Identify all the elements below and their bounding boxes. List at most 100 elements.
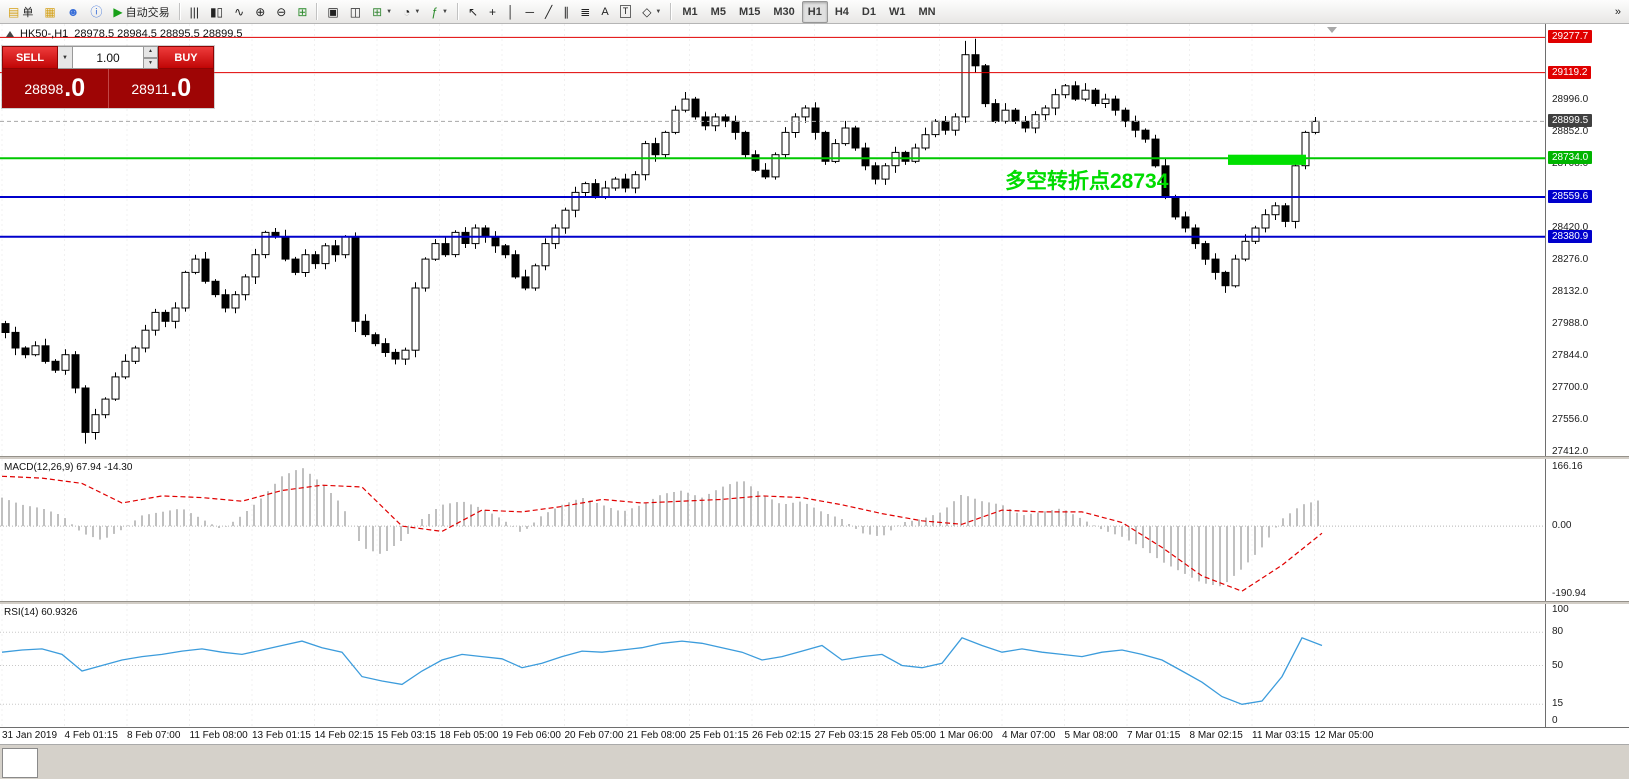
- caret-down-icon: ▼: [655, 8, 662, 15]
- toolbar: ▤ 单 ▦ ☻ ⓘ ▶ 自动交易 ||| ▮▯ ∿ ⊕ ⊖ ⊞ ▣ ◫ ⊞ ▼ ◔ ▼ ƒ ▼ ↖ + │ ─ ╱ ∥ ≣ A T ◇ ▼ M1…: [0, 0, 1629, 24]
- candle-body: [341, 236, 350, 256]
- buy-price-display[interactable]: 28911 .0: [107, 69, 215, 108]
- trendline-button[interactable]: ╱: [540, 1, 557, 23]
- cascade-windows-button[interactable]: ▣: [322, 1, 343, 23]
- candle-body: [381, 343, 390, 354]
- candle-body: [1251, 227, 1260, 242]
- candle-body: [261, 231, 270, 256]
- candle-body: [81, 387, 90, 433]
- zoom-out-button[interactable]: ⊖: [271, 1, 291, 23]
- time-axis-label: 18 Feb 05:00: [439, 730, 499, 741]
- bar-chart-button[interactable]: |||: [185, 1, 204, 23]
- timeframe-button-m5[interactable]: M5: [705, 1, 732, 23]
- fibonacci-button[interactable]: ≣: [575, 1, 595, 23]
- timeframe-button-h4[interactable]: H4: [829, 1, 855, 23]
- grid: [1, 24, 1315, 456]
- timeframe-button-w1[interactable]: W1: [883, 1, 912, 23]
- volume-spinner: ▲ ▼: [144, 46, 158, 69]
- macd-scale[interactable]: 166.16 0.00 -190.94: [1545, 459, 1629, 601]
- candle-body: [291, 258, 300, 273]
- line-chart-icon: ∿: [234, 4, 245, 19]
- tile-windows-button[interactable]: ⊞: [292, 1, 312, 23]
- timeframe-button-m1[interactable]: M1: [676, 1, 703, 23]
- chart-shift-marker-icon: [1327, 27, 1337, 33]
- candle-body: [961, 54, 970, 118]
- toolbar-overflow-button[interactable]: »: [1614, 5, 1621, 18]
- volume-increase-button[interactable]: ▲: [144, 46, 158, 58]
- candle-body: [661, 131, 670, 156]
- volume-decrease-button[interactable]: ▼: [144, 57, 158, 69]
- highlight-bar[interactable]: [1228, 154, 1306, 165]
- timeframe-button-m30[interactable]: M30: [767, 1, 800, 23]
- indicators-button[interactable]: ƒ ▼: [426, 1, 453, 23]
- candle-body: [331, 245, 340, 256]
- vertical-line-button[interactable]: │: [502, 1, 520, 23]
- candle-body: [741, 131, 750, 156]
- auto-trading-button[interactable]: ▶ 自动交易: [108, 1, 174, 23]
- time-axis-label: 12 Mar 05:00: [1314, 730, 1374, 741]
- candle-body: [1201, 243, 1210, 260]
- shapes-button[interactable]: ◇ ▼: [637, 1, 666, 23]
- sell-price-main: 28898: [24, 80, 64, 97]
- time-axis-label: 26 Feb 02:15: [752, 730, 811, 741]
- cursor-button[interactable]: ↖: [463, 1, 483, 23]
- price-level-lines[interactable]: [0, 36, 1545, 238]
- text-label-button[interactable]: T: [615, 1, 637, 23]
- indicators-icon: ƒ: [431, 4, 438, 19]
- auto-trading-button-label: 自动交易: [125, 6, 170, 19]
- line-chart-button[interactable]: ∿: [229, 1, 249, 23]
- buy-button[interactable]: BUY: [158, 46, 214, 69]
- candle-body: [941, 120, 950, 131]
- accounts-button[interactable]: ☻: [62, 1, 85, 23]
- rsi-scale-label: 0: [1552, 715, 1558, 726]
- price-scale[interactable]: 28996.028852.028708.028564.028420.028276…: [1545, 24, 1629, 457]
- candle-body: [41, 345, 50, 362]
- timeframe-button-m15[interactable]: M15: [733, 1, 766, 23]
- sell-price-display[interactable]: 28898 .0: [2, 69, 108, 108]
- market-watch-button[interactable]: ▦: [39, 1, 60, 23]
- zoom-in-button[interactable]: ⊕: [250, 1, 270, 23]
- grid: [1, 459, 1315, 601]
- price-chart-panel: 多空转折点28734 HK50-,H1 28978.5 28984.5 2889…: [0, 24, 1629, 457]
- candle-body: [161, 311, 170, 322]
- candle-body: [221, 294, 230, 309]
- candle-body: [1131, 120, 1140, 131]
- price-tick-label: 28420.0: [1552, 222, 1589, 233]
- candlestick-chart-button[interactable]: ▮▯: [205, 1, 228, 23]
- channel-button[interactable]: ∥: [558, 1, 574, 23]
- period-button[interactable]: ◔ ▼: [398, 1, 425, 23]
- sell-price-frac: .0: [64, 74, 86, 102]
- text-button[interactable]: A: [596, 1, 613, 23]
- sell-button[interactable]: SELL: [2, 46, 58, 69]
- info-button[interactable]: ⓘ: [85, 1, 107, 23]
- candle-body: [181, 271, 190, 309]
- tile-windows-icon: ⊞: [297, 4, 308, 19]
- candle-body: [1221, 271, 1230, 287]
- timeframe-button-mn[interactable]: MN: [912, 1, 941, 23]
- time-axis[interactable]: 31 Jan 2019 4 Feb 01:15 8 Feb 07:00 11 Feb …: [0, 727, 1629, 744]
- collapse-arrow-icon[interactable]: [6, 31, 14, 37]
- volume-input[interactable]: 1.00: [73, 46, 144, 69]
- candle-body: [911, 147, 920, 162]
- candle-body: [1011, 109, 1020, 122]
- timeframe-button-h1[interactable]: H1: [801, 0, 828, 23]
- rsi-scale[interactable]: 100 80 50 15 0: [1545, 604, 1629, 727]
- candle-body: [871, 165, 880, 180]
- macd-plot[interactable]: [0, 459, 1545, 601]
- timeframe-button-d1[interactable]: D1: [856, 1, 882, 23]
- crosshair-button[interactable]: +: [484, 1, 501, 23]
- annotation-text[interactable]: 多空转折点28734: [1005, 169, 1169, 193]
- minimized-chart-window[interactable]: [2, 748, 38, 778]
- chart-symbol-period: HK50-,H1: [20, 28, 69, 40]
- fibonacci-icon: ≣: [580, 4, 591, 19]
- price-chart-plot[interactable]: 多空转折点28734: [0, 24, 1545, 456]
- time-axis-label: 11 Feb 08:00: [189, 730, 248, 741]
- rsi-plot[interactable]: [0, 604, 1545, 727]
- candle-body: [141, 329, 150, 349]
- arrange-windows-button[interactable]: ◫: [345, 1, 366, 23]
- candle-body: [901, 151, 910, 162]
- horizontal-line-button[interactable]: ─: [521, 1, 540, 23]
- new-order-button[interactable]: ▤ 单: [3, 1, 38, 23]
- volume-dropdown-button[interactable]: ▼: [58, 46, 73, 69]
- new-chart-button[interactable]: ⊞ ▼: [367, 1, 397, 23]
